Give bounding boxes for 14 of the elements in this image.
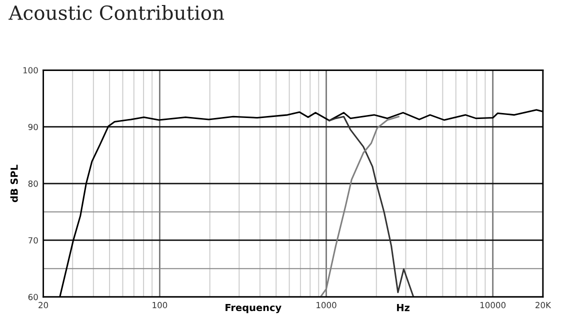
x-tick-label: 20 — [38, 302, 48, 308]
y-tick-label: 100 — [23, 67, 38, 74]
text: Hz — [397, 304, 410, 312]
y-tick-label: 60 — [28, 294, 38, 300]
y-tick-label: 90 — [28, 124, 38, 130]
y-axis-title: dB SPL — [10, 164, 18, 202]
y-tick-label: 80 — [28, 180, 38, 187]
x-tick-label: 100 — [152, 302, 168, 308]
x-axis-title: Frequency — [226, 304, 282, 314]
chart-title: Acoustic Contribution — [8, 5, 224, 20]
x-tick-label: 1000 — [316, 302, 336, 308]
y-tick-label: 70 — [28, 237, 38, 244]
x-tick-label: 20K — [536, 302, 552, 308]
x-tick-label: 10000 — [480, 302, 506, 308]
